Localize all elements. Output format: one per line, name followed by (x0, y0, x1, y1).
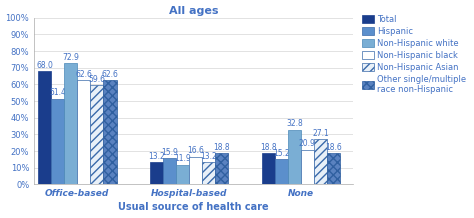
Bar (38, 71, 51, 184)
Bar (314, 139, 327, 184)
Text: 27.1: 27.1 (312, 129, 329, 138)
Bar (77, 80, 91, 184)
Text: 62.6: 62.6 (75, 70, 92, 79)
Bar (288, 130, 301, 184)
Bar (150, 162, 163, 184)
Text: 15.9: 15.9 (161, 148, 178, 157)
Bar (327, 153, 340, 184)
Bar (215, 153, 228, 184)
Text: 68.0: 68.0 (36, 61, 53, 70)
Text: 18.8: 18.8 (213, 143, 230, 152)
Text: 11.9: 11.9 (174, 154, 191, 163)
Bar (103, 80, 117, 184)
Text: 13.2: 13.2 (201, 152, 217, 161)
Bar (189, 157, 202, 184)
Bar (274, 159, 288, 184)
Bar (176, 165, 189, 184)
Bar (64, 63, 77, 184)
Bar (51, 99, 64, 184)
Legend: Total, Hispanic, Non-Hispanic white, Non-Hispanic black, Non-Hispanic Asian, Oth: Total, Hispanic, Non-Hispanic white, Non… (361, 14, 468, 96)
Title: All ages: All ages (169, 5, 219, 15)
Bar (262, 153, 274, 184)
Text: 59.6: 59.6 (89, 75, 105, 84)
Text: 72.9: 72.9 (63, 53, 79, 61)
Text: 18.6: 18.6 (325, 143, 342, 152)
Text: 18.8: 18.8 (260, 143, 276, 152)
Text: 20.9: 20.9 (299, 139, 316, 148)
Text: 32.8: 32.8 (286, 119, 303, 128)
Text: 15.2: 15.2 (273, 149, 290, 158)
Bar (163, 158, 176, 184)
Text: 13.2: 13.2 (148, 152, 165, 161)
Bar (91, 85, 103, 184)
Text: 51.4: 51.4 (49, 89, 66, 97)
X-axis label: Usual source of health care: Usual source of health care (118, 203, 269, 213)
Text: 62.6: 62.6 (101, 70, 118, 79)
Text: 16.6: 16.6 (187, 146, 204, 155)
Bar (301, 150, 314, 184)
Bar (202, 162, 215, 184)
